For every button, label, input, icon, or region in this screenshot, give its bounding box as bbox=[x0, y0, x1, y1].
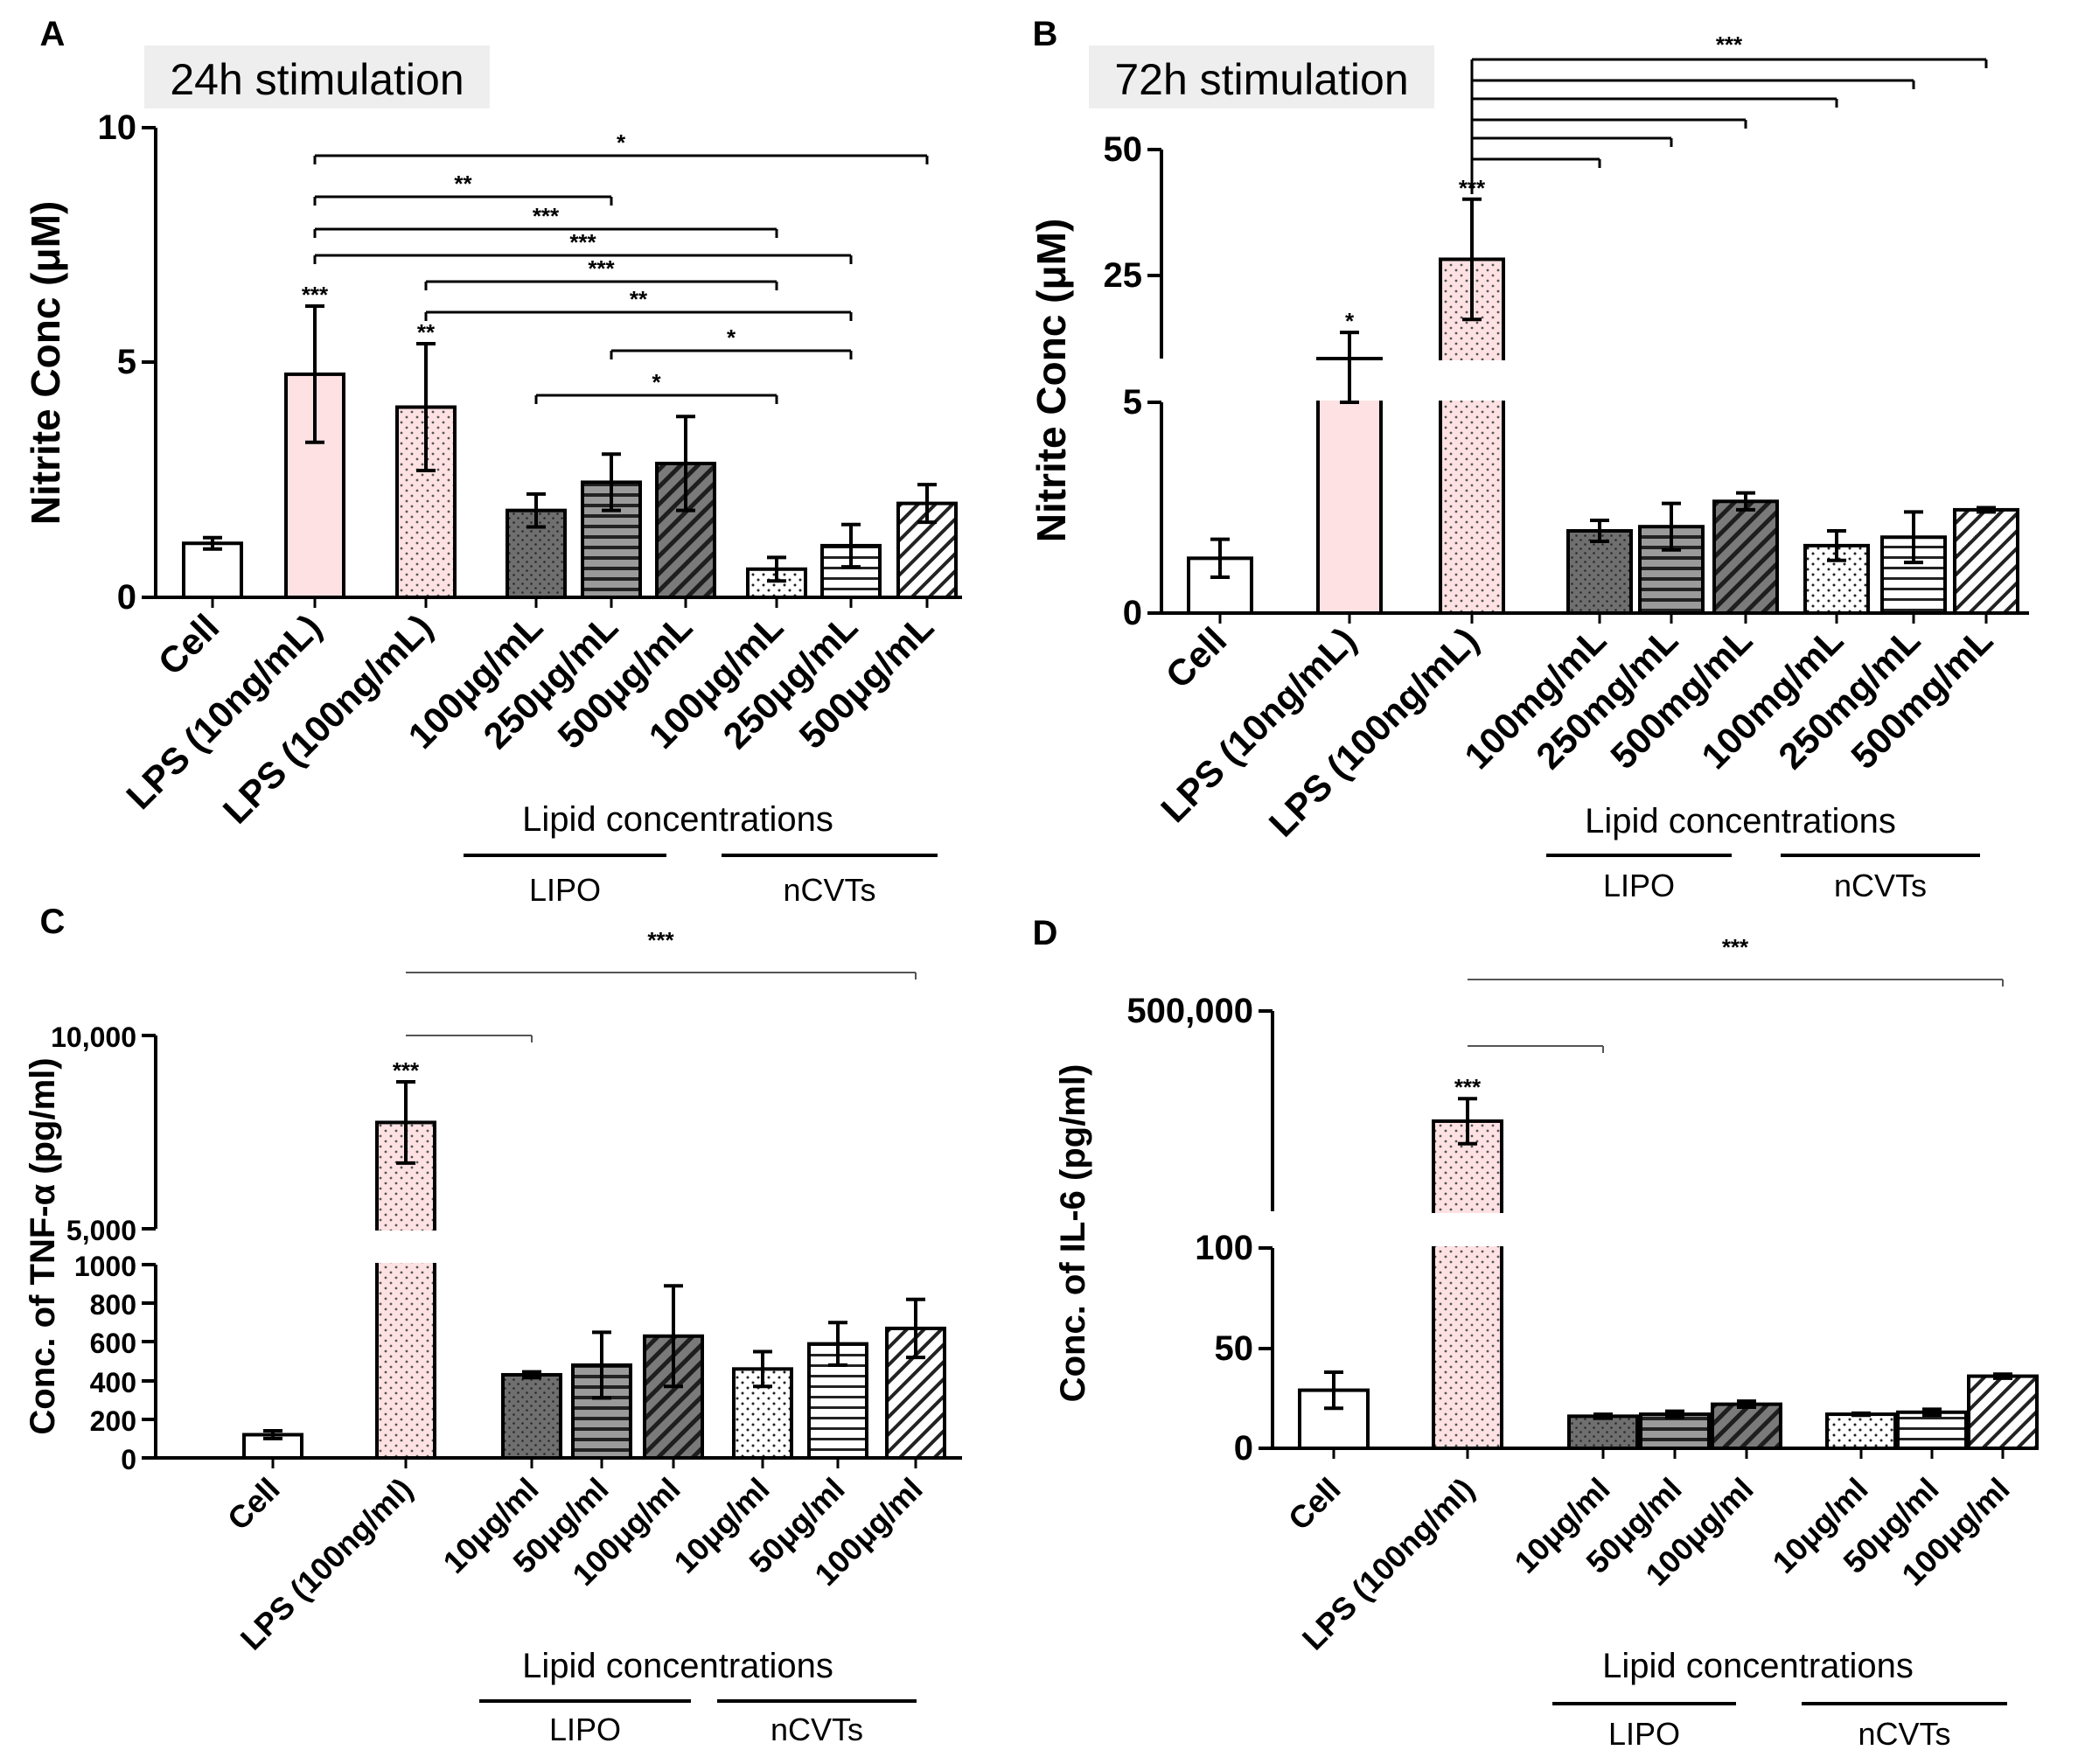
group-label: LIPO bbox=[1603, 868, 1675, 903]
panel-letter: B bbox=[1033, 15, 1058, 53]
bar-significance: ** bbox=[417, 319, 436, 345]
category-label: LPS (100ng/mL) bbox=[1261, 619, 1487, 845]
y-axis-label: Nitrite Conc (μM) bbox=[23, 201, 68, 526]
y-tick-label: 200 bbox=[90, 1405, 136, 1437]
group-title: Lipid concentrations bbox=[1585, 802, 1896, 840]
group-label: nCVTs bbox=[1834, 868, 1927, 903]
comparison-label: *** bbox=[1716, 31, 1743, 58]
comparison-label: ** bbox=[454, 171, 472, 197]
y-tick-label: 0 bbox=[1234, 1429, 1253, 1468]
bar bbox=[1825, 1412, 1897, 1450]
bar bbox=[182, 541, 243, 599]
comparison-label: *** bbox=[647, 927, 674, 953]
category-label: LPS (100ng/mL) bbox=[215, 606, 441, 832]
y-tick-label: 5 bbox=[117, 343, 136, 381]
bar-significance: * bbox=[1345, 308, 1355, 334]
group-title: Lipid concentrations bbox=[522, 800, 833, 839]
stimulation-label: 24h stimulation bbox=[170, 55, 464, 104]
axis-break-gap bbox=[1430, 1213, 1505, 1246]
bar bbox=[1967, 1374, 2039, 1451]
comparison-label: * bbox=[617, 129, 626, 156]
bar bbox=[1566, 529, 1633, 616]
y-axis-label: Nitrite Conc (μM) bbox=[1029, 219, 1074, 543]
bar bbox=[1711, 1402, 1782, 1450]
y-tick-label: 600 bbox=[90, 1328, 136, 1359]
y-tick-label: 0 bbox=[121, 1444, 136, 1475]
y-tick-label: 0 bbox=[1123, 594, 1142, 632]
y-tick-label: 10,000 bbox=[51, 1021, 136, 1053]
bar bbox=[1712, 499, 1779, 616]
group-label: LIPO bbox=[529, 872, 601, 908]
panel-letter: D bbox=[1033, 914, 1058, 952]
bar-significance: *** bbox=[1454, 1074, 1482, 1100]
y-tick-label: 50 bbox=[1104, 130, 1143, 169]
y-tick-label: 10 bbox=[98, 108, 137, 147]
bar bbox=[1639, 1412, 1711, 1450]
panel-letter: A bbox=[40, 15, 66, 53]
y-tick-label: 5 bbox=[1123, 383, 1142, 422]
bar bbox=[643, 1334, 704, 1461]
bar bbox=[1432, 1119, 1503, 1450]
y-tick-label: 0 bbox=[117, 578, 136, 617]
group-label: nCVTs bbox=[783, 872, 875, 908]
comparison-label: * bbox=[652, 369, 661, 395]
y-tick-label: 400 bbox=[90, 1367, 136, 1398]
bar-significance: *** bbox=[302, 282, 329, 308]
comparison-label: * bbox=[727, 324, 736, 351]
stimulation-label-box bbox=[144, 45, 490, 108]
stimulation-label: 72h stimulation bbox=[1114, 55, 1408, 104]
y-tick-label: 5,000 bbox=[66, 1215, 136, 1246]
bar-significance: *** bbox=[393, 1057, 420, 1084]
group-label: nCVTs bbox=[771, 1712, 863, 1747]
bar bbox=[1567, 1414, 1639, 1450]
y-tick-label: 800 bbox=[90, 1289, 136, 1321]
stimulation-label-box bbox=[1089, 45, 1434, 108]
group-title: Lipid concentrations bbox=[1602, 1647, 1914, 1685]
y-tick-label: 500,000 bbox=[1126, 992, 1253, 1030]
group-label: LIPO bbox=[1608, 1716, 1680, 1752]
comparison-label: *** bbox=[588, 255, 615, 282]
bar bbox=[1953, 507, 2019, 615]
y-tick-label: 25 bbox=[1104, 256, 1143, 295]
comparison-label: *** bbox=[533, 203, 560, 229]
group-label: LIPO bbox=[549, 1712, 621, 1747]
category-label: Cell bbox=[1281, 1471, 1348, 1537]
y-tick-label: 50 bbox=[1215, 1329, 1254, 1368]
category-label: Cell bbox=[150, 606, 227, 683]
y-axis-label: Conc. of TNF-α (pg/ml) bbox=[24, 1057, 62, 1434]
y-tick-label: 1000 bbox=[74, 1251, 136, 1282]
bar bbox=[501, 1372, 562, 1460]
comparison-label: *** bbox=[1722, 934, 1749, 960]
group-title: Lipid concentrations bbox=[522, 1647, 833, 1685]
category-label: Cell bbox=[1158, 619, 1235, 696]
axis-break-gap bbox=[373, 1231, 438, 1263]
comparison-label: *** bbox=[569, 229, 596, 255]
y-axis-label: Conc. of IL-6 (pg/ml) bbox=[1054, 1064, 1092, 1403]
category-label: Cell bbox=[220, 1471, 287, 1537]
bar bbox=[375, 1120, 436, 1460]
group-label: nCVTs bbox=[1858, 1716, 1950, 1752]
bar bbox=[1896, 1410, 1968, 1451]
comparison-label: ** bbox=[630, 286, 648, 312]
panel-letter: C bbox=[40, 903, 66, 941]
y-tick-label: 100 bbox=[1195, 1229, 1253, 1267]
axis-break-gap bbox=[1437, 360, 1507, 401]
